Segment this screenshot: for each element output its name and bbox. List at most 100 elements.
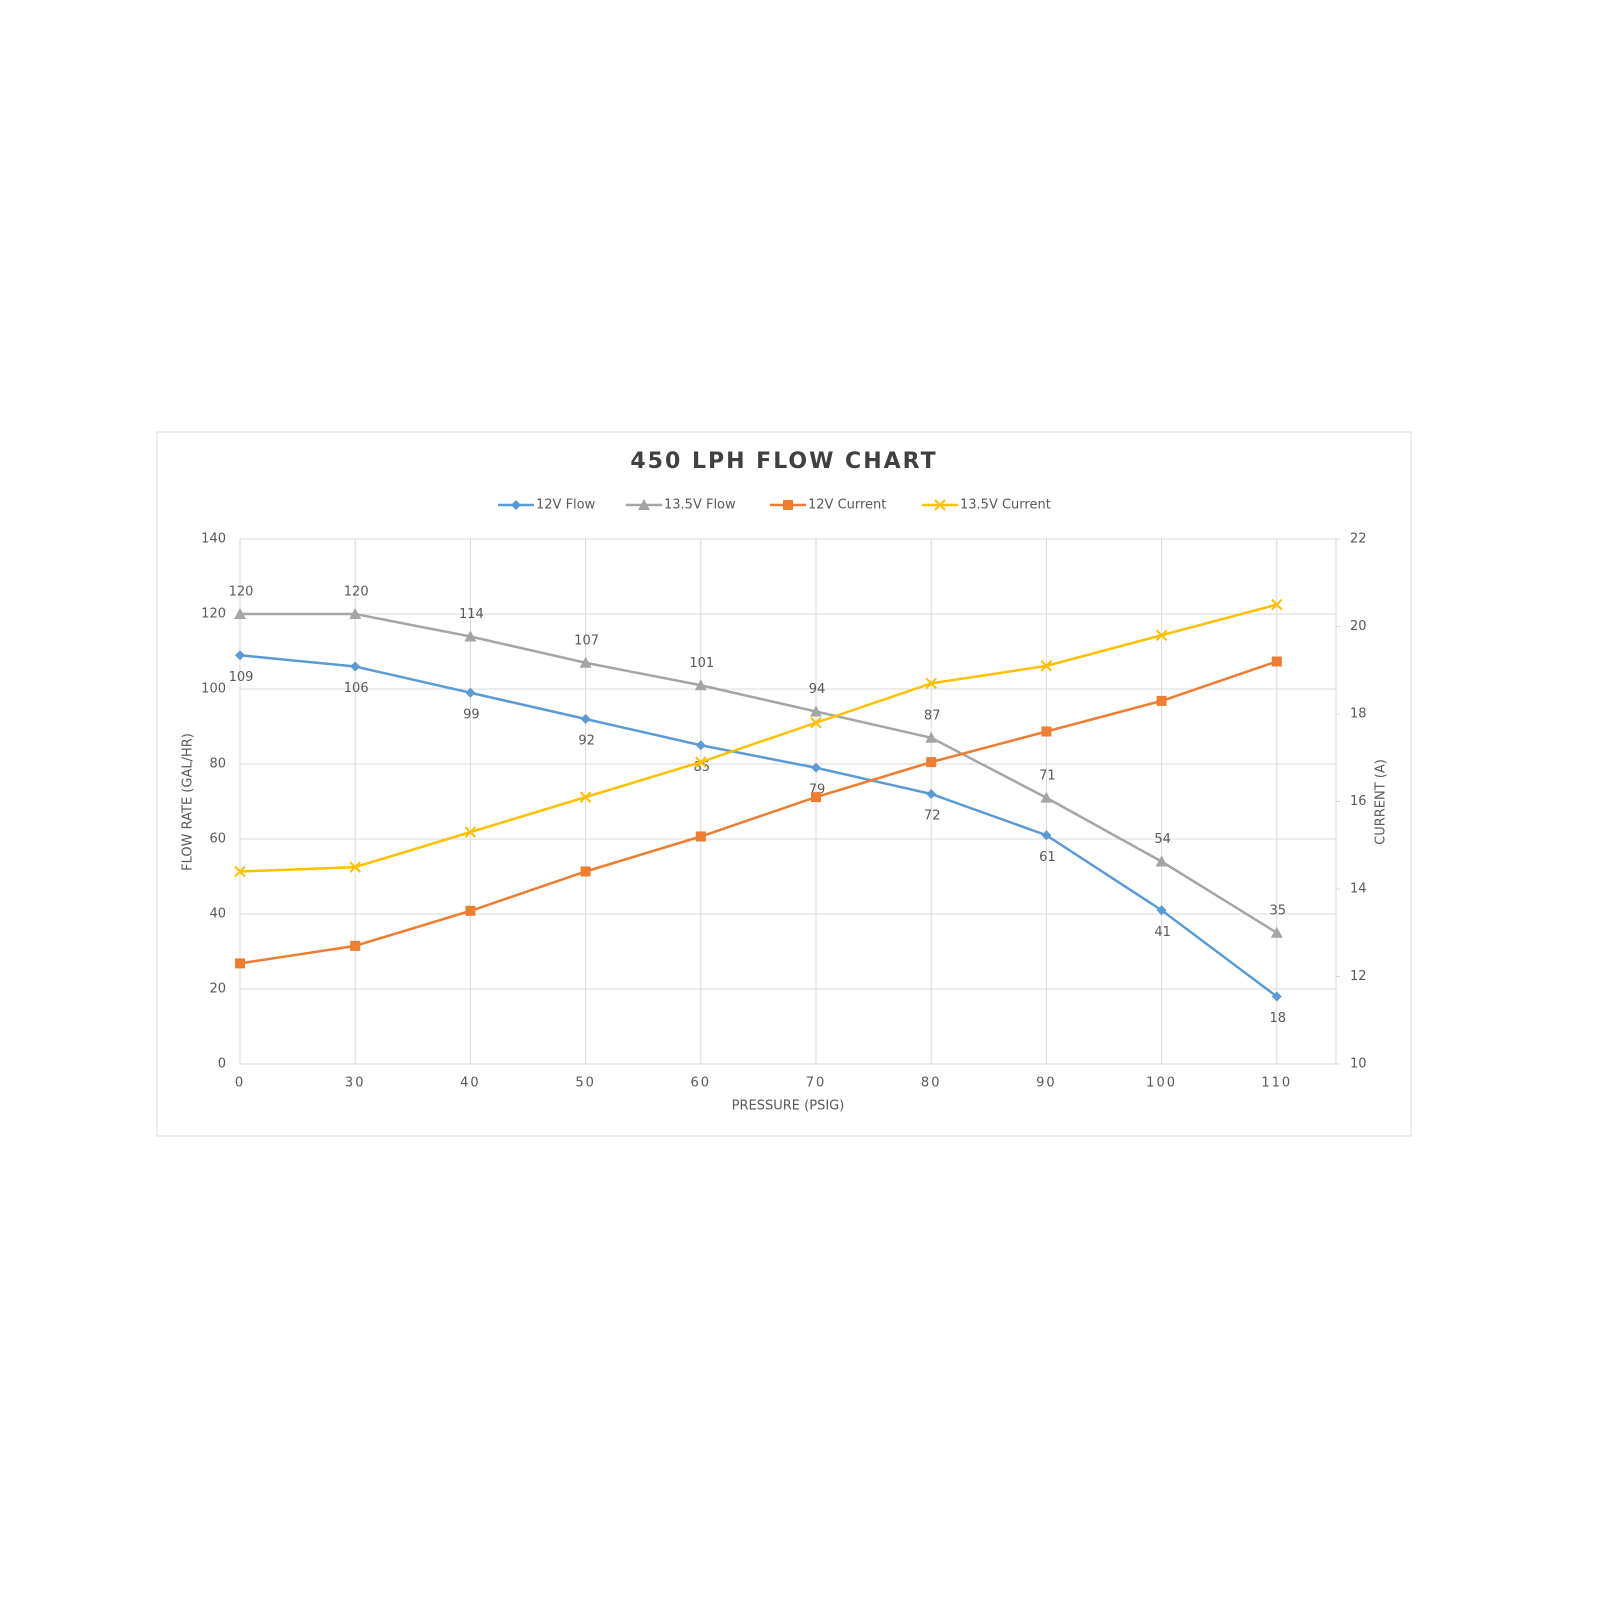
data-label: 107	[574, 633, 599, 648]
y-tick-label: 80	[209, 757, 226, 772]
x-axis-label: PRESSURE (PSIG)	[732, 1099, 845, 1114]
legend-item: 12V Flow	[498, 498, 596, 513]
y-tick-label: 100	[201, 682, 226, 697]
point-marker	[783, 500, 793, 510]
y-tick-label: 40	[209, 907, 226, 922]
point-marker	[350, 940, 361, 951]
point-marker	[1041, 726, 1052, 737]
point-marker	[579, 791, 592, 803]
y-tick-label: 0	[218, 1057, 226, 1072]
y2-axis-label: CURRENT (A)	[1374, 759, 1389, 845]
point-marker	[1156, 695, 1167, 706]
point-marker	[1041, 830, 1052, 841]
point-marker	[695, 756, 707, 768]
series	[234, 598, 1283, 878]
point-marker	[926, 757, 937, 768]
point-marker	[465, 687, 476, 698]
x-tick-label: 100	[1146, 1076, 1177, 1091]
x-tick-label: 110	[1261, 1076, 1292, 1091]
point-marker	[810, 705, 822, 717]
data-label: 54	[1154, 832, 1171, 847]
point-marker	[579, 656, 592, 668]
point-marker	[1271, 598, 1283, 611]
data-label: 92	[578, 734, 595, 749]
y2-tick-label: 10	[1350, 1057, 1367, 1072]
x-tick-label: 40	[460, 1076, 481, 1091]
x-tick-label: 60	[691, 1076, 712, 1091]
point-marker	[934, 499, 946, 511]
legend-label: 12V Current	[808, 498, 886, 513]
data-label: 72	[924, 809, 941, 824]
y2-tick-label: 18	[1350, 707, 1367, 722]
point-marker	[1271, 656, 1282, 667]
data-label: 101	[689, 656, 714, 671]
point-marker	[1270, 926, 1283, 938]
point-marker	[926, 789, 937, 799]
point-marker	[638, 499, 650, 510]
data-label: 35	[1270, 903, 1287, 918]
point-marker	[235, 650, 245, 661]
series-line	[239, 603, 1278, 873]
point-marker	[349, 861, 361, 873]
point-marker	[1040, 791, 1053, 803]
legend-label: 13.5V Current	[960, 498, 1051, 513]
data-label: 109	[229, 670, 254, 685]
point-marker	[465, 905, 476, 916]
data-label: 41	[1154, 925, 1171, 940]
point-marker	[1156, 905, 1167, 916]
data-label: 106	[344, 681, 369, 696]
x-tick-label: 50	[575, 1076, 596, 1091]
y-tick-label: 140	[201, 532, 226, 547]
data-label: 94	[809, 682, 826, 697]
point-marker	[350, 661, 361, 672]
x-tick-label: 80	[921, 1076, 942, 1091]
legend-item: 12V Current	[770, 498, 886, 513]
legend-label: 12V Flow	[536, 498, 596, 513]
point-marker	[580, 866, 591, 877]
series-line	[239, 660, 1278, 965]
series-line	[240, 612, 1278, 934]
data-label: 120	[344, 585, 369, 600]
y2-tick-label: 20	[1350, 619, 1367, 634]
series	[235, 656, 1282, 969]
point-marker	[235, 958, 245, 969]
data-label: 99	[463, 707, 480, 722]
y2-tick-label: 16	[1350, 794, 1367, 809]
x-tick-label: 0	[235, 1076, 245, 1091]
point-marker	[464, 826, 477, 838]
point-marker	[1155, 629, 1168, 641]
point-marker	[811, 792, 821, 803]
point-marker	[925, 677, 937, 690]
y2-tick-label: 12	[1350, 969, 1367, 984]
chart-frame	[156, 431, 1412, 1137]
x-tick-label: 30	[345, 1076, 366, 1091]
data-label: 18	[1270, 1011, 1287, 1026]
point-marker	[695, 831, 706, 842]
point-marker	[925, 731, 938, 743]
data-label: 114	[459, 607, 484, 622]
point-marker	[1155, 855, 1168, 867]
point-marker	[580, 714, 591, 724]
y-tick-label: 20	[209, 982, 226, 997]
data-label: 87	[924, 708, 941, 723]
point-marker	[511, 500, 521, 510]
y2-tick-label: 22	[1350, 532, 1367, 547]
y-tick-label: 60	[209, 832, 226, 847]
series: 120 120 114 107 101 94 87 71 54 35	[229, 585, 1286, 938]
y2-tick-label: 14	[1350, 882, 1367, 897]
point-marker	[1040, 660, 1053, 672]
data-label: 61	[1039, 850, 1056, 865]
point-marker	[1271, 991, 1282, 1002]
data-label: 71	[1039, 768, 1056, 783]
point-marker	[811, 762, 821, 773]
x-tick-label: 70	[806, 1076, 827, 1091]
point-marker	[810, 717, 822, 729]
legend-label: 13.5V Flow	[664, 498, 736, 513]
point-marker	[695, 740, 706, 751]
series-line	[239, 654, 1278, 998]
point-marker	[694, 679, 707, 691]
y-tick-label: 120	[201, 607, 226, 622]
point-marker	[464, 630, 477, 642]
